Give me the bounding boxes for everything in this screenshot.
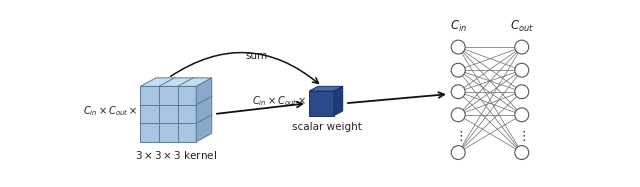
- Text: $C_{in}$: $C_{in}$: [450, 19, 467, 34]
- Polygon shape: [334, 86, 343, 116]
- Text: sum: sum: [246, 51, 268, 61]
- Circle shape: [515, 85, 529, 99]
- Text: $3\times3\times3$ kernel: $3\times3\times3$ kernel: [135, 149, 217, 162]
- Circle shape: [515, 108, 529, 122]
- Circle shape: [451, 40, 465, 54]
- Polygon shape: [140, 78, 212, 86]
- Text: $C_{in} \times C_{out} \times$: $C_{in} \times C_{out} \times$: [252, 94, 307, 108]
- Polygon shape: [309, 86, 343, 91]
- Polygon shape: [196, 78, 212, 142]
- Circle shape: [451, 85, 465, 99]
- Polygon shape: [140, 86, 196, 142]
- Circle shape: [451, 63, 465, 77]
- Circle shape: [515, 146, 529, 160]
- Text: $C_{out}$: $C_{out}$: [510, 19, 534, 34]
- Circle shape: [515, 40, 529, 54]
- Polygon shape: [309, 91, 334, 116]
- Text: $\vdots$: $\vdots$: [517, 129, 526, 143]
- Circle shape: [451, 108, 465, 122]
- Circle shape: [451, 146, 465, 160]
- Text: $C_{in} \times C_{out} \times$: $C_{in} \times C_{out} \times$: [83, 104, 138, 118]
- Circle shape: [515, 63, 529, 77]
- Text: scalar weight: scalar weight: [292, 122, 362, 132]
- Text: $\vdots$: $\vdots$: [454, 129, 463, 143]
